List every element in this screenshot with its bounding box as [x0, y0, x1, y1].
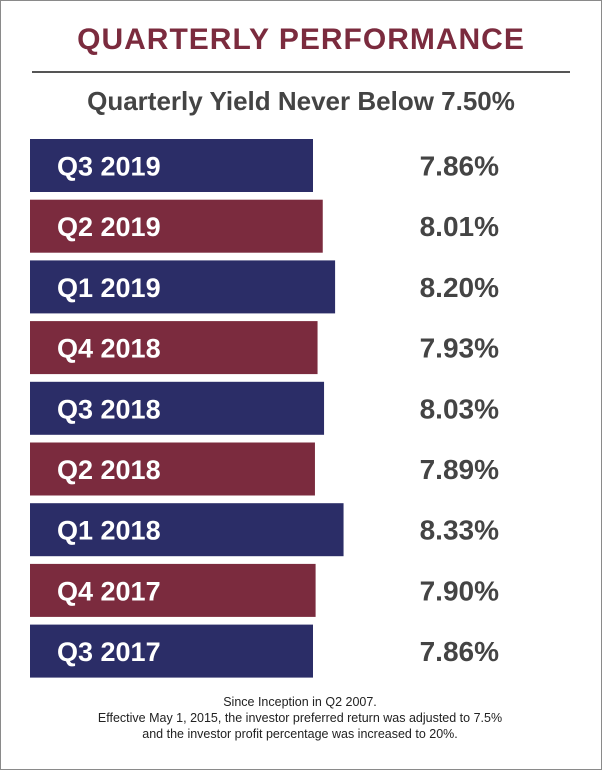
bar-4	[30, 381, 325, 435]
chart-title: QUARTERLY PERFORMANCE	[77, 23, 525, 56]
bar-0	[30, 139, 313, 192]
bar-value-label-0: 7.86%	[420, 151, 499, 182]
bar-category-label-0: Q3 2019	[57, 152, 161, 182]
bar-category-label-3: Q4 2018	[57, 334, 161, 364]
bar-category-label-5: Q2 2018	[57, 455, 161, 485]
bar-value-label-4: 8.03%	[420, 393, 499, 424]
bar-1	[30, 199, 323, 253]
bar-value-label-2: 8.20%	[420, 272, 499, 303]
bar-category-label-1: Q2 2019	[57, 212, 161, 242]
bar-value-label-3: 7.93%	[420, 333, 499, 364]
bar-category-label-2: Q1 2019	[57, 273, 161, 303]
bar-5	[30, 442, 315, 496]
bar-value-label-7: 7.90%	[420, 575, 499, 606]
bar-value-label-6: 8.33%	[420, 515, 499, 546]
footnote-line-2: Effective May 1, 2015, the investor pref…	[97, 711, 503, 725]
bar-value-label-5: 7.89%	[420, 454, 499, 485]
chart-subtitle: Quarterly Yield Never Below 7.50%	[87, 86, 515, 116]
bar-value-label-8: 7.86%	[420, 636, 499, 667]
title-divider	[32, 71, 570, 73]
footnote: Since Inception in Q2 2007. Effective Ma…	[0, 694, 600, 742]
bar-category-label-7: Q4 2017	[57, 576, 161, 606]
bar-6	[30, 503, 344, 557]
bar-2	[30, 260, 336, 314]
footnote-line-1: Since Inception in Q2 2007.	[223, 695, 377, 709]
bar-category-label-8: Q3 2017	[57, 637, 161, 667]
bar-8	[30, 624, 313, 678]
bar-category-label-4: Q3 2018	[57, 394, 161, 424]
bar-category-label-6: Q1 2018	[57, 516, 161, 546]
bar-7	[30, 563, 316, 617]
bar-3	[30, 321, 318, 375]
bar-value-label-1: 8.01%	[420, 211, 499, 242]
footnote-line-3: and the investor profit percentage was i…	[142, 727, 458, 741]
